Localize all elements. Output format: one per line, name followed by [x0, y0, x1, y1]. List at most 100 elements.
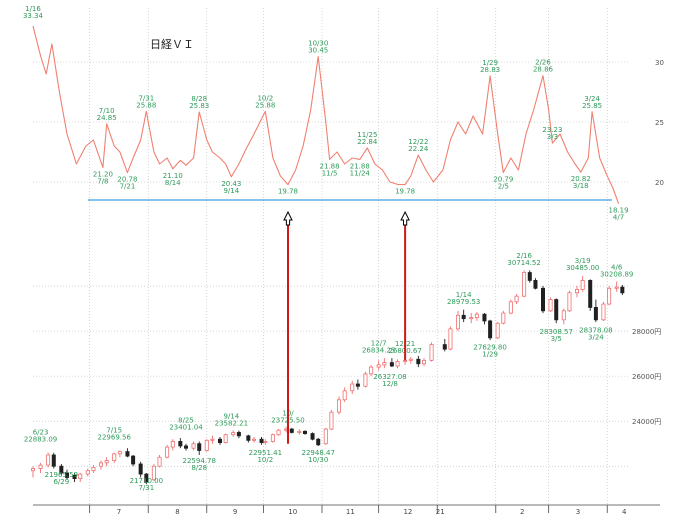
- candle-body: [488, 320, 493, 339]
- vi-annotation: 18.19: [609, 207, 629, 215]
- candle-body: [336, 399, 341, 413]
- candle-body: [448, 328, 453, 350]
- candle-body: [514, 295, 519, 303]
- vi-annotation: 3/3: [547, 133, 558, 141]
- candle-body: [554, 299, 559, 321]
- x-tick-label: 4: [622, 508, 627, 516]
- candle-body: [474, 313, 479, 318]
- vi-annotation: 21.10: [163, 172, 183, 180]
- vi-annotation: 20.43: [221, 180, 241, 188]
- vi-annotation: 20.82: [571, 175, 591, 183]
- price-annotation: 22969.56: [98, 433, 132, 441]
- candle-body: [302, 430, 307, 434]
- candle-body: [350, 383, 355, 392]
- price-annotation: 21965.59: [45, 471, 78, 479]
- candle-body: [217, 438, 222, 443]
- price-annotation: 22883.09: [24, 435, 57, 443]
- price-annotation: 6/23: [33, 428, 49, 436]
- vi-annotation: 10/2: [257, 94, 273, 102]
- price-annotation: 22951.41: [249, 449, 282, 457]
- vi-annotation: 30.45: [308, 47, 328, 55]
- price-annotation: 12/8: [382, 380, 398, 388]
- price-annotation: 26834.25: [362, 346, 395, 354]
- vi-annotation: 25.83: [189, 102, 209, 110]
- candle-body: [125, 451, 130, 457]
- candle-body: [342, 390, 347, 401]
- price-annotation: 30714.52: [507, 259, 540, 267]
- price-annotation: 2/16: [516, 252, 532, 260]
- candle-body: [575, 289, 580, 294]
- candle-body: [442, 344, 447, 350]
- candle-body: [421, 359, 426, 365]
- price-annotation: 8/25: [178, 417, 194, 425]
- signal-arrows: [283, 210, 410, 444]
- candle-body: [580, 280, 585, 290]
- x-tick-label: 11: [346, 508, 355, 516]
- price-annotation: 3/24: [588, 334, 604, 342]
- candle-body: [389, 362, 394, 367]
- candle-body: [541, 287, 546, 312]
- x-tick-label: 2: [520, 508, 524, 516]
- vi-annotation: 11/24: [350, 169, 371, 177]
- price-annotation: 1/29: [482, 350, 498, 358]
- candle-body: [601, 303, 606, 321]
- candle-body: [527, 272, 532, 281]
- candle-body: [151, 465, 156, 481]
- price-annotation: 10/30: [308, 456, 328, 464]
- vi-annotation: 1/16: [25, 5, 41, 13]
- candle-body: [376, 364, 381, 368]
- x-tick-label: 7: [117, 508, 121, 516]
- candle-body: [65, 472, 70, 478]
- x-axis: 7 8 9 10 11 12 21 2 3 4: [33, 504, 660, 516]
- vi-annotation: 21.88: [320, 162, 340, 170]
- candle-body: [72, 474, 77, 480]
- candle-body: [297, 430, 302, 433]
- candle-body: [567, 292, 572, 312]
- vi-annotation: 25.85: [582, 102, 602, 110]
- signal-arrow-head: [283, 210, 293, 226]
- vi-annotation: 19.78: [395, 188, 415, 196]
- candle-body: [561, 310, 566, 321]
- vi-annotation: 11/25: [357, 131, 377, 139]
- vi-tick-label: 30: [655, 59, 664, 67]
- candle-body: [170, 441, 175, 448]
- price-annotation: 28378.08: [579, 327, 612, 335]
- candle-body: [588, 280, 593, 308]
- vi-annotation: 7/8: [97, 178, 108, 186]
- vi-annotation: 9/14: [223, 187, 239, 195]
- candle-body: [614, 286, 619, 289]
- price-annotation: 1/14: [456, 291, 472, 299]
- candle-body: [355, 383, 360, 387]
- price-annotation: 3/5: [551, 335, 562, 343]
- x-tick-label: 12: [403, 508, 412, 516]
- vi-annotation: 20.78: [117, 176, 137, 184]
- vi-annotation: 3/24: [584, 95, 600, 103]
- price-annotation: 22948.47: [302, 449, 335, 457]
- x-tick-label: 10: [288, 508, 297, 516]
- vi-annotation: 7/31: [138, 94, 154, 102]
- candle-body: [329, 411, 334, 430]
- candle-body: [131, 455, 136, 465]
- candle-body: [231, 432, 236, 436]
- price-annotation: 28979.53: [447, 298, 480, 306]
- price-annotation: 26327.08: [373, 373, 406, 381]
- vi-annotation: 25.88: [136, 101, 156, 109]
- candle-body: [403, 359, 408, 362]
- candle-body: [455, 314, 460, 330]
- price-annotation: 3/19: [575, 257, 591, 265]
- candle-body: [316, 438, 321, 446]
- candle-body: [46, 454, 51, 466]
- vi-annotation: 7/21: [120, 183, 136, 191]
- candle-body: [85, 470, 90, 475]
- candle-body: [533, 280, 538, 289]
- price-annotation: 30208.89: [600, 270, 633, 278]
- vi-annotation: 11/5: [322, 169, 338, 177]
- price-annotation: 7/31: [138, 484, 154, 492]
- price-annotation: 7/15: [106, 426, 122, 434]
- price-annotation: 4/6: [611, 263, 623, 271]
- vi-annotation: 8/14: [165, 179, 181, 187]
- candle-body: [210, 438, 215, 441]
- x-tick-label: 9: [233, 508, 237, 516]
- candle-body: [310, 433, 315, 440]
